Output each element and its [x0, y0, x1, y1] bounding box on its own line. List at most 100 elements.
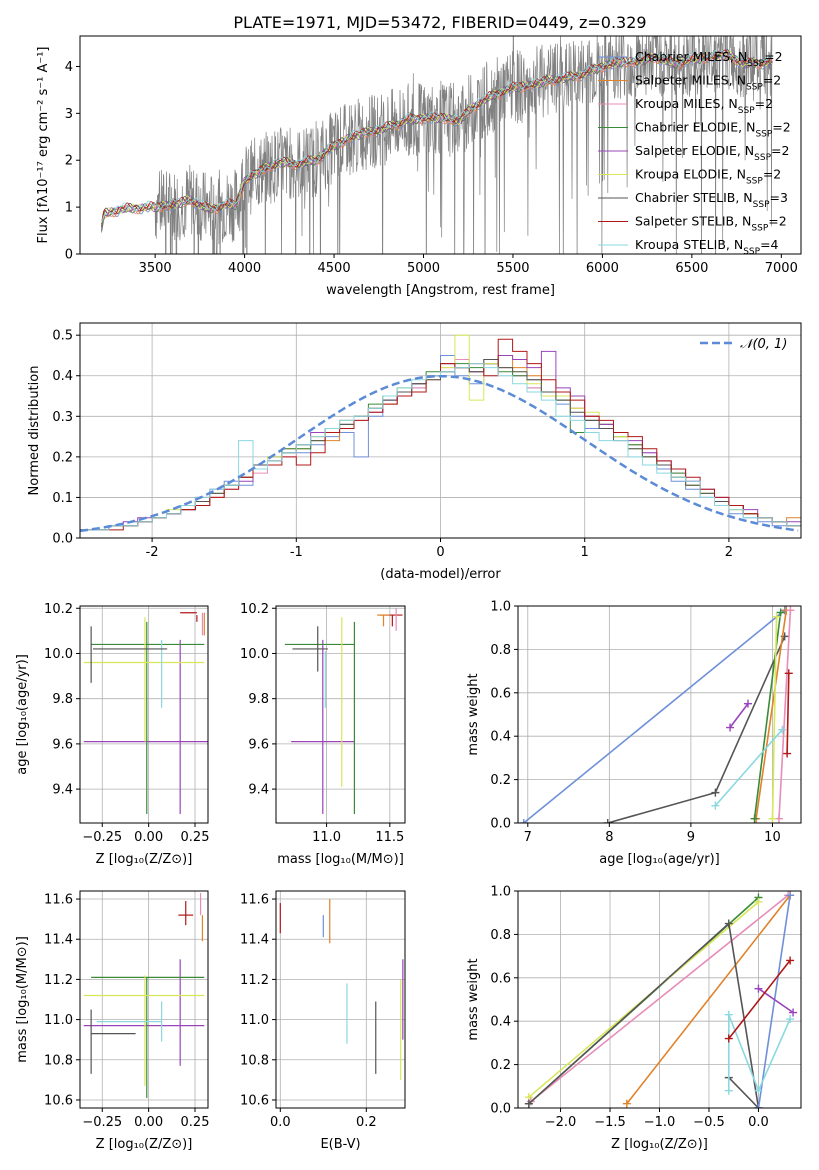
- plot-area: [279, 899, 404, 1080]
- errorbar-point: [83, 975, 205, 1086]
- weight-marker: [772, 612, 781, 621]
- panel-mass-vs-EBV: 0.0 0.2 10.6 10.8 11.0 11.2 11.4 11.6 E(B-V): [240, 890, 406, 1152]
- figure-title: PLATE=1971, MJD=53472, FIBERID=0449, z=0…: [233, 13, 646, 32]
- x-axis-label: Z [log₁₀(Z/Z⊙)]: [96, 1137, 193, 1152]
- plot-area: [80, 334, 801, 538]
- y-tick-label: 0.0: [52, 532, 73, 547]
- legend-entry: Kroupa STELIB, NSSP=4: [635, 237, 779, 257]
- y-tick-label: 9.8: [52, 692, 73, 707]
- errorbar-point: [83, 617, 205, 742]
- y-tick-label: 0.2: [490, 773, 511, 788]
- y-tick-label: 10.8: [240, 1053, 269, 1068]
- weight-line: [528, 921, 760, 1108]
- axes-frame: [79, 605, 209, 824]
- panel-weight-vs-Z: −2.0 −1.5 −1.0 −0.5 0.0 0.0 0.2 0.4 0.6 0.8 1.0 Z […: [466, 885, 802, 1152]
- x-tick-label: 4000: [228, 261, 261, 276]
- y-tick-label: 9.6: [248, 737, 269, 752]
- x-tick-label: 0.2: [356, 1115, 377, 1130]
- model-spectrum-line: [101, 52, 773, 231]
- weight-marker: [726, 723, 735, 732]
- errorbar-point: [83, 959, 205, 1066]
- weight-marker: [524, 1099, 533, 1108]
- y-tick-label: 1.0: [490, 600, 511, 615]
- plot-area: [83, 612, 208, 814]
- errorbar-point: [178, 901, 194, 926]
- weight-marker: [724, 1086, 733, 1095]
- axes-frame: [79, 35, 802, 255]
- y-tick-label: 0.3: [52, 410, 73, 425]
- y-tick-label: 9.4: [248, 783, 269, 798]
- y-tick-label: 1.0: [490, 885, 511, 900]
- legend-entry: 𝒩(0, 1): [740, 337, 787, 352]
- x-tick-label: 5500: [496, 261, 529, 276]
- x-tick-label: 11.5: [375, 830, 404, 845]
- y-tick-label: 4: [65, 60, 73, 75]
- y-axis-label: Flux [fλ10⁻¹⁷ erg cm⁻² s⁻¹ A⁻¹]: [36, 47, 51, 244]
- weight-marker: [776, 608, 785, 617]
- y-tick-label: 0.4: [490, 1015, 511, 1030]
- axes-frame: [275, 890, 406, 1109]
- weight-marker: [786, 956, 795, 965]
- x-tick-label: -2: [146, 545, 159, 560]
- x-tick-label: 10: [764, 830, 781, 845]
- x-tick-label: -1: [290, 545, 303, 560]
- panel-age-vs-Z: −0.25 0.00 0.25 9.4 9.6 9.8 10.0 10.2 Z [log₁₀(Z…: [15, 602, 210, 867]
- weight-line: [755, 610, 788, 819]
- y-tick-label: 10.6: [44, 1093, 73, 1108]
- observed-spectrum: [154, 36, 773, 254]
- x-tick-label: 0.25: [181, 830, 210, 845]
- errorbar-point: [377, 614, 390, 627]
- panel-residuals: 𝒩(0, 1) -2 -1 0 1 2 0.0 0.1 0.2 0.3 0.4 0.5 (data-mo…: [27, 322, 802, 582]
- weight-marker: [622, 1099, 631, 1108]
- x-tick-label: −0.25: [82, 1115, 122, 1130]
- x-tick-label: 0.0: [748, 1115, 769, 1130]
- errorbar-point: [292, 626, 328, 672]
- y-tick-label: 0.0: [490, 1102, 511, 1117]
- histogram-step: [80, 363, 801, 538]
- errorbar-point: [96, 1001, 163, 1042]
- y-tick-label: 11.6: [44, 893, 73, 908]
- y-tick-label: 2: [65, 154, 73, 169]
- x-tick-label: 7000: [765, 261, 798, 276]
- x-tick-label: 0: [436, 545, 444, 560]
- weight-line: [523, 609, 786, 823]
- weight-line: [771, 616, 778, 819]
- model-spectrum-line: [101, 48, 773, 228]
- y-axis-label: mass weight: [466, 673, 481, 755]
- panel-weight-vs-age: 7 8 9 10 0.0 0.2 0.4 0.6 0.8 1.0 age [log₁₀(age/yr…: [466, 600, 802, 867]
- x-tick-label: 11.0: [312, 830, 341, 845]
- errorbar-point: [91, 976, 205, 1098]
- y-tick-label: 9.8: [248, 692, 269, 707]
- y-tick-label: 0.2: [52, 450, 73, 465]
- y-tick-label: 0: [65, 248, 73, 263]
- axes-frame: [79, 890, 209, 1109]
- weight-marker: [519, 819, 528, 823]
- weight-line: [530, 894, 789, 1103]
- weight-marker: [754, 897, 763, 906]
- weight-line: [778, 610, 792, 819]
- x-tick-label: −2.0: [545, 1115, 577, 1130]
- weight-marker: [754, 1086, 763, 1095]
- x-axis-label: Z [log₁₀(Z/Z⊙)]: [96, 852, 193, 867]
- y-tick-label: 10.2: [240, 602, 269, 617]
- axes-frame: [275, 605, 406, 824]
- panel-mass-vs-Z: −0.25 0.00 0.25 10.6 10.8 11.0 11.2 11.4 11.6 Z […: [15, 890, 209, 1152]
- x-tick-label: −1.0: [644, 1115, 676, 1130]
- x-axis-label: mass [log₁₀(M/M⊙)]: [277, 852, 404, 867]
- y-tick-label: 0.5: [52, 329, 73, 344]
- x-tick-label: −0.25: [82, 830, 122, 845]
- weight-line: [728, 959, 791, 1040]
- y-tick-label: 1: [65, 201, 73, 216]
- x-tick-label: −0.5: [693, 1115, 725, 1130]
- weight-marker: [754, 1104, 763, 1108]
- weight-marker: [786, 891, 795, 900]
- weight-marker: [786, 1015, 795, 1024]
- errorbar-point: [83, 639, 208, 814]
- x-tick-label: 8: [605, 830, 613, 845]
- y-tick-label: 11.0: [240, 1013, 269, 1028]
- weight-marker: [711, 801, 720, 810]
- y-tick-label: 11.0: [44, 1013, 73, 1028]
- y-tick-label: 9.6: [52, 737, 73, 752]
- weight-line: [728, 1014, 791, 1093]
